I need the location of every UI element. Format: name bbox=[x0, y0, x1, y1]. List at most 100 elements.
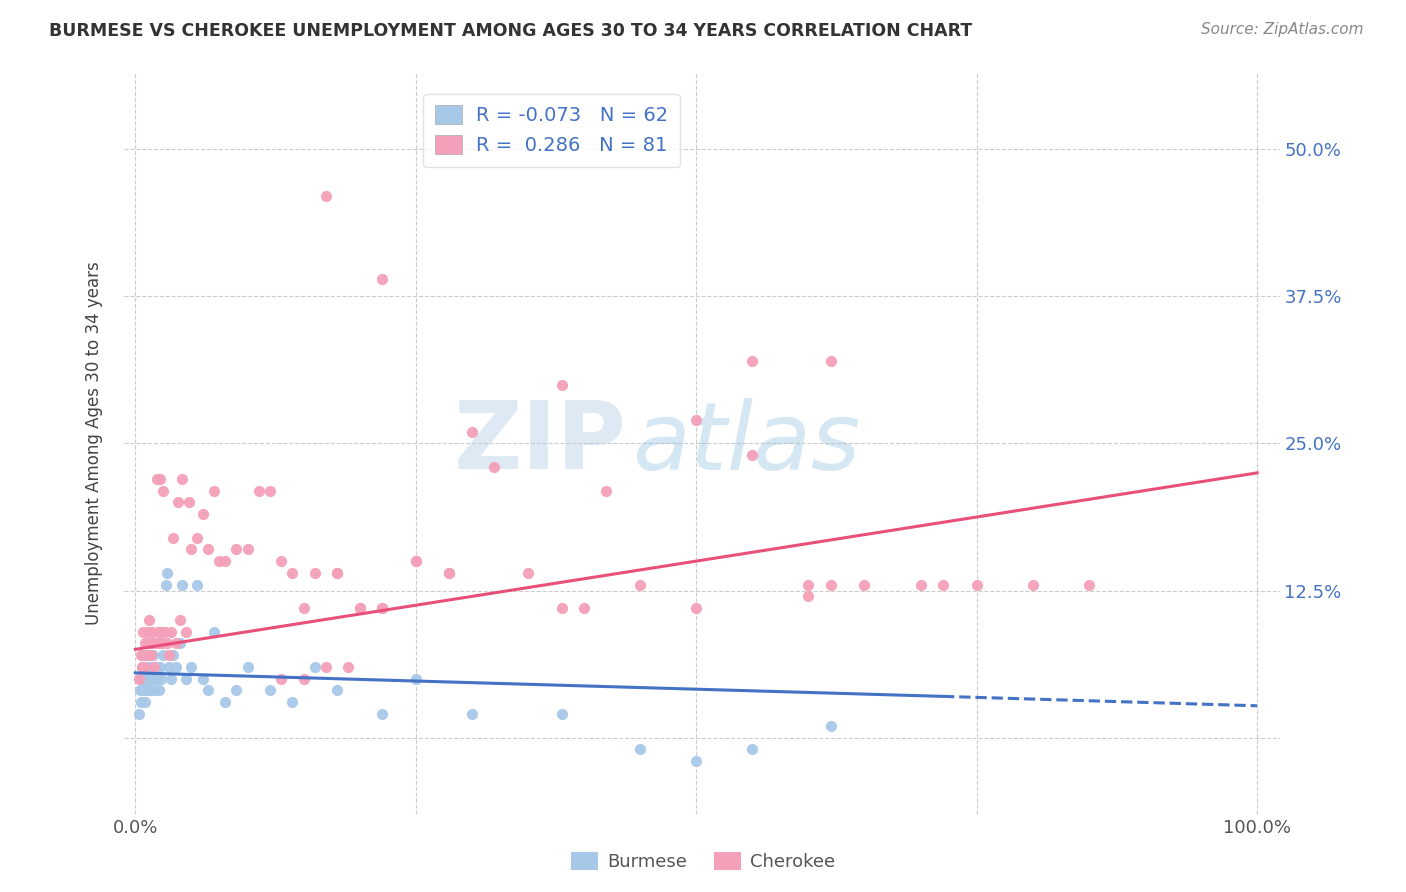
Point bbox=[349, 601, 371, 615]
Point bbox=[741, 742, 763, 756]
Point bbox=[128, 683, 150, 698]
Point bbox=[156, 636, 179, 650]
Point bbox=[337, 660, 360, 674]
Point bbox=[131, 660, 153, 674]
Point bbox=[405, 672, 427, 686]
Point bbox=[155, 577, 177, 591]
Point bbox=[517, 566, 540, 580]
Point bbox=[281, 695, 304, 709]
Point bbox=[169, 613, 191, 627]
Point bbox=[134, 660, 156, 674]
Point bbox=[1022, 577, 1045, 591]
Point bbox=[128, 706, 150, 721]
Point bbox=[141, 660, 163, 674]
Point bbox=[128, 672, 150, 686]
Point bbox=[132, 624, 155, 639]
Point bbox=[136, 624, 159, 639]
Point bbox=[225, 542, 247, 557]
Point bbox=[741, 448, 763, 462]
Point bbox=[550, 601, 572, 615]
Point bbox=[685, 413, 707, 427]
Point bbox=[131, 660, 153, 674]
Point bbox=[150, 624, 173, 639]
Point bbox=[1077, 577, 1099, 591]
Point bbox=[142, 672, 165, 686]
Legend: Burmese, Cherokee: Burmese, Cherokee bbox=[564, 846, 842, 879]
Point bbox=[315, 660, 337, 674]
Point bbox=[820, 577, 842, 591]
Point bbox=[139, 648, 162, 663]
Point bbox=[820, 719, 842, 733]
Point bbox=[191, 507, 214, 521]
Point bbox=[966, 577, 988, 591]
Point bbox=[142, 648, 165, 663]
Point bbox=[141, 624, 163, 639]
Point bbox=[167, 495, 190, 509]
Point bbox=[136, 672, 159, 686]
Point bbox=[326, 566, 349, 580]
Legend: R = -0.073   N = 62, R =  0.286   N = 81: R = -0.073 N = 62, R = 0.286 N = 81 bbox=[423, 94, 679, 167]
Point bbox=[371, 272, 394, 286]
Point bbox=[134, 660, 156, 674]
Point bbox=[138, 613, 160, 627]
Point bbox=[259, 483, 281, 498]
Point bbox=[326, 566, 349, 580]
Point bbox=[169, 636, 191, 650]
Point bbox=[186, 577, 208, 591]
Point bbox=[172, 577, 194, 591]
Point bbox=[162, 648, 184, 663]
Point bbox=[156, 566, 179, 580]
Point bbox=[180, 542, 202, 557]
Point bbox=[135, 648, 157, 663]
Point bbox=[371, 601, 394, 615]
Point bbox=[208, 554, 231, 568]
Point bbox=[236, 542, 259, 557]
Point bbox=[259, 683, 281, 698]
Point bbox=[179, 495, 201, 509]
Point bbox=[143, 660, 166, 674]
Point bbox=[292, 672, 315, 686]
Point bbox=[572, 601, 595, 615]
Point bbox=[439, 566, 461, 580]
Point bbox=[197, 683, 219, 698]
Point bbox=[139, 648, 162, 663]
Point bbox=[214, 554, 236, 568]
Point bbox=[186, 531, 208, 545]
Point bbox=[797, 577, 820, 591]
Point bbox=[820, 354, 842, 368]
Point bbox=[141, 636, 163, 650]
Point bbox=[145, 472, 167, 486]
Point bbox=[160, 624, 183, 639]
Point bbox=[461, 706, 484, 721]
Point bbox=[157, 660, 180, 674]
Point bbox=[685, 754, 707, 768]
Point bbox=[149, 660, 172, 674]
Point bbox=[132, 648, 155, 663]
Point bbox=[149, 472, 172, 486]
Point bbox=[135, 683, 157, 698]
Point bbox=[236, 660, 259, 674]
Point bbox=[685, 601, 707, 615]
Point bbox=[270, 672, 292, 686]
Point bbox=[152, 648, 174, 663]
Point bbox=[162, 531, 184, 545]
Point bbox=[595, 483, 617, 498]
Point bbox=[349, 601, 371, 615]
Y-axis label: Unemployment Among Ages 30 to 34 years: Unemployment Among Ages 30 to 34 years bbox=[86, 261, 103, 625]
Point bbox=[146, 636, 169, 650]
Point bbox=[371, 706, 394, 721]
Point bbox=[461, 425, 484, 439]
Point bbox=[197, 542, 219, 557]
Point bbox=[550, 706, 572, 721]
Point bbox=[138, 683, 160, 698]
Point bbox=[145, 660, 167, 674]
Point bbox=[134, 636, 156, 650]
Point bbox=[139, 636, 162, 650]
Point bbox=[292, 601, 315, 615]
Point bbox=[628, 577, 651, 591]
Point bbox=[304, 660, 326, 674]
Point bbox=[202, 483, 225, 498]
Point bbox=[148, 683, 170, 698]
Point bbox=[139, 683, 162, 698]
Point bbox=[148, 636, 170, 650]
